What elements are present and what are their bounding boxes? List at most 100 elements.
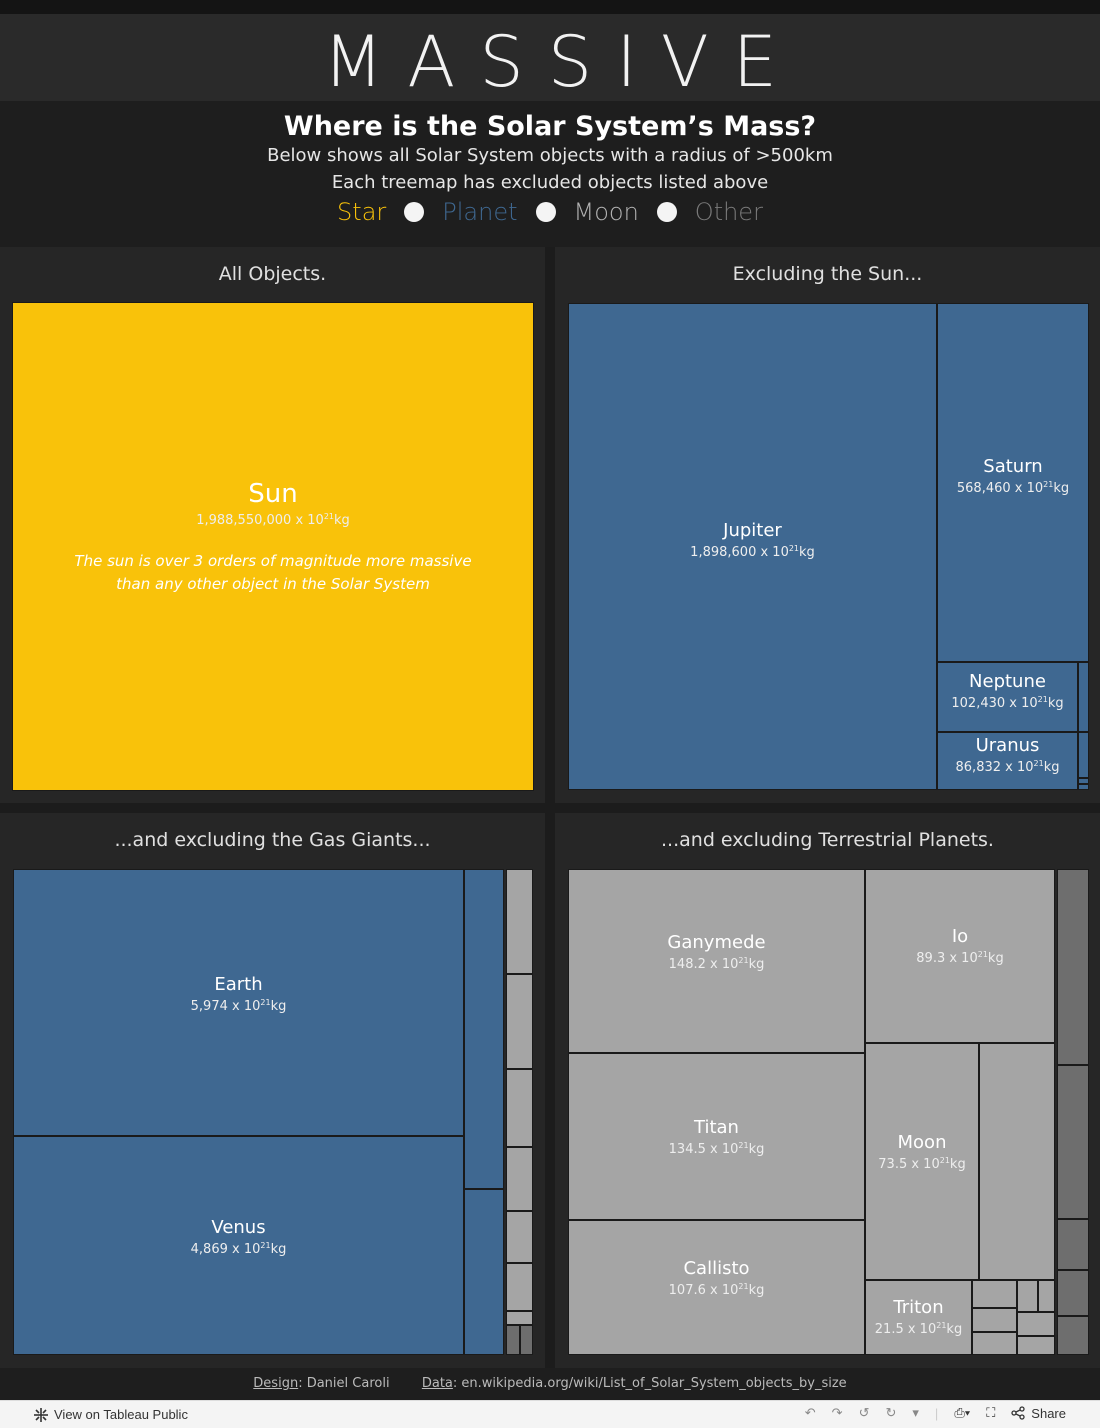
tile-moon-small[interactable]	[972, 1280, 1017, 1308]
tile-label: Uranus 86,832 x 1021kg	[938, 735, 1077, 775]
data-source: : en.wikipedia.org/wiki/List_of_Solar_Sy…	[452, 1376, 847, 1391]
tile-moon-small[interactable]	[506, 1147, 533, 1211]
treemap-all-objects: Sun 1,988,550,000 x 1021kg The sun is over…	[12, 302, 534, 791]
question-heading: Where is the Solar System’s Mass?	[283, 111, 817, 142]
tile-triton[interactable]: Triton 21.5 x 1021kg	[865, 1280, 972, 1355]
legend-label-star: Star	[337, 198, 387, 226]
download-icon[interactable]: ⎙▾	[954, 1405, 971, 1420]
object-name: Neptune	[969, 671, 1046, 692]
tile-label: Neptune 102,430 x 1021kg	[938, 671, 1077, 711]
legend-dot-icon	[535, 202, 556, 222]
view-on-tableau-label: View on Tableau Public	[54, 1407, 188, 1422]
tile-label: Moon 73.5 x 1021kg	[866, 1132, 978, 1172]
redo-icon[interactable]: ↷	[831, 1405, 843, 1420]
tile-other[interactable]	[1057, 1270, 1089, 1316]
treemap-excluding-sun: Jupiter 1,898,600 x 1021kg Saturn 568,460 x…	[568, 303, 1089, 790]
tile-other[interactable]	[1057, 1219, 1089, 1270]
tile-moon-small[interactable]	[506, 1311, 533, 1325]
legend-item-other[interactable]: Other	[695, 198, 763, 226]
legend-item-star[interactable]: Star	[337, 198, 386, 226]
treemap-excluding-terrestrial: Ganymede 148.2 x 1021kg Titan 134.5 x 1021k…	[568, 869, 1089, 1355]
design-link[interactable]: Design	[253, 1376, 299, 1391]
tile-moon-small[interactable]	[972, 1308, 1017, 1332]
tile-moon-small[interactable]	[506, 1263, 533, 1311]
revert-icon[interactable]: ↺	[858, 1405, 870, 1420]
tile-uranus[interactable]: Uranus 86,832 x 1021kg	[937, 732, 1078, 790]
tile-neptune[interactable]: Neptune 102,430 x 1021kg	[937, 662, 1078, 732]
object-name: Io	[951, 926, 969, 947]
tile-moon-small[interactable]	[1017, 1336, 1055, 1355]
tile-mercury[interactable]	[464, 1189, 504, 1355]
tile-moon-small[interactable]	[506, 1211, 533, 1263]
tile-jupiter[interactable]: Jupiter 1,898,600 x 1021kg	[568, 303, 937, 790]
tile-mars[interactable]	[464, 869, 504, 1189]
object-name: Triton	[893, 1297, 944, 1318]
tile-io[interactable]: Io 89.3 x 1021kg	[865, 869, 1055, 1043]
share-button[interactable]: Share	[1011, 1406, 1066, 1421]
tile-small-planet[interactable]	[1078, 778, 1089, 784]
object-name: Sun	[248, 479, 298, 509]
tile-other[interactable]	[1057, 1316, 1089, 1355]
tile-other[interactable]	[1057, 1065, 1089, 1219]
tile-venus[interactable]: Venus 4,869 x 1021kg	[13, 1136, 464, 1355]
panel-title: ...and excluding Terrestrial Planets.	[661, 829, 994, 851]
tile-label: Sun 1,988,550,000 x 1021kg The sun is over…	[13, 479, 533, 596]
tile-moon-small[interactable]	[1017, 1280, 1038, 1312]
tile-label: Saturn 568,460 x 1021kg	[938, 456, 1088, 496]
tile-label: Ganymede 148.2 x 1021kg	[569, 932, 864, 972]
tile-moon[interactable]: Moon 73.5 x 1021kg	[865, 1043, 979, 1280]
object-mass: 73.5 x 1021kg	[878, 1156, 966, 1172]
legend-dot-icon	[404, 202, 425, 222]
tile-titan[interactable]: Titan 134.5 x 1021kg	[568, 1053, 865, 1220]
tile-earth[interactable]: Earth 5,974 x 1021kg	[13, 869, 464, 1136]
footer-credits: Design: Daniel Caroli Data: en.wikipedia…	[0, 1368, 1100, 1400]
tile-other-small[interactable]	[506, 1325, 520, 1355]
refresh-icon[interactable]: ↻	[885, 1405, 897, 1420]
description-line-2: Each treemap has excluded objects listed…	[331, 172, 769, 193]
object-name: Earth	[214, 974, 263, 995]
tile-ganymede[interactable]: Ganymede 148.2 x 1021kg	[568, 869, 865, 1053]
tile-europa[interactable]	[979, 1043, 1055, 1280]
tile-moon-small[interactable]	[506, 974, 533, 1069]
tile-label: Io 89.3 x 1021kg	[866, 926, 1054, 966]
object-mass: 86,832 x 1021kg	[955, 759, 1060, 775]
legend-item-planet[interactable]: Planet	[442, 198, 517, 226]
object-mass: 21.5 x 1021kg	[874, 1321, 963, 1337]
pause-dropdown-icon[interactable]: ▾	[912, 1405, 919, 1420]
legend-label-moon: Moon	[573, 198, 639, 226]
fullscreen-icon[interactable]: ⛶	[986, 1405, 996, 1420]
tile-other-small[interactable]	[520, 1325, 533, 1355]
panel-title: All Objects.	[218, 263, 327, 285]
tile-small-planet[interactable]	[1078, 732, 1089, 778]
view-on-tableau-button[interactable]: View on Tableau Public	[34, 1407, 188, 1422]
tile-small-planet[interactable]	[1078, 784, 1089, 790]
title-banner: MASSIVE	[0, 14, 1100, 103]
tile-moon-small[interactable]	[1017, 1312, 1055, 1336]
tile-moon-small[interactable]	[1038, 1280, 1055, 1312]
tile-small-planet[interactable]	[1078, 662, 1089, 732]
tile-callisto[interactable]: Callisto 107.6 x 1021kg	[568, 1220, 865, 1355]
toolbar-divider: |	[934, 1405, 939, 1421]
tile-sun[interactable]: Sun 1,988,550,000 x 1021kg The sun is over…	[12, 302, 534, 791]
object-mass: 4,869 x 1021kg	[190, 1241, 287, 1257]
tile-label: Venus 4,869 x 1021kg	[14, 1217, 463, 1257]
data-link[interactable]: Data	[421, 1376, 453, 1391]
design-credit: : Daniel Caroli	[298, 1376, 390, 1391]
share-label: Share	[1031, 1405, 1066, 1421]
legend-item-moon[interactable]: Moon	[574, 198, 639, 226]
object-mass: 148.2 x 1021kg	[668, 956, 765, 972]
panel-title: ...and excluding the Gas Giants...	[114, 829, 431, 851]
tile-moon-small[interactable]	[506, 1069, 533, 1147]
tile-label: Callisto 107.6 x 1021kg	[569, 1258, 864, 1298]
tile-moon-small[interactable]	[972, 1332, 1017, 1355]
undo-icon[interactable]: ↶	[804, 1405, 816, 1420]
object-mass: 107.6 x 1021kg	[668, 1282, 765, 1298]
panel-excluding-gas-giants: ...and excluding the Gas Giants... Earth…	[0, 813, 545, 1368]
object-note: The sun is over 3 orders of magnitude mo…	[74, 552, 472, 593]
tile-saturn[interactable]: Saturn 568,460 x 1021kg	[937, 303, 1089, 662]
tile-moon-small[interactable]	[506, 869, 533, 974]
tile-other[interactable]	[1057, 869, 1089, 1065]
panel-excluding-terrestrial: ...and excluding Terrestrial Planets. Ga…	[555, 813, 1100, 1368]
panel-all-objects: All Objects. Sun 1,988,550,000 x 1021kg Th…	[0, 247, 545, 803]
tile-label: Jupiter 1,898,600 x 1021kg	[569, 520, 936, 560]
